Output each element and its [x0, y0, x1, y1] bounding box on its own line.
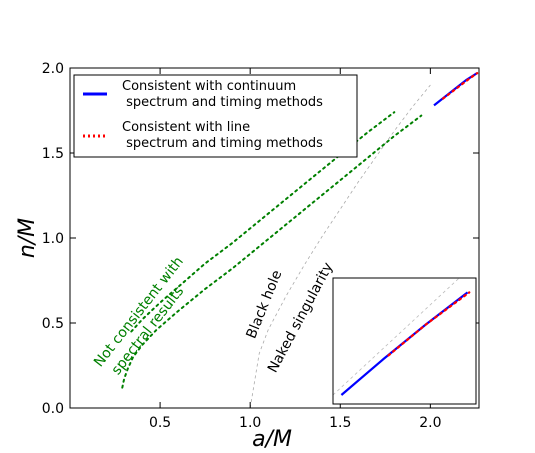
series-line-1 [441, 71, 479, 100]
x-tick-label: 1.5 [329, 415, 351, 431]
x-tick-label: 1.0 [239, 415, 261, 431]
inset-reference-line [332, 277, 460, 396]
curve-black-hole-boundary [249, 84, 431, 409]
legend-box [73, 74, 358, 158]
y-tick-label: 0.0 [42, 401, 64, 417]
x-ticks: 0.5 1.0 1.5 2.0 [149, 68, 441, 431]
y-tick-label: 2.0 [42, 61, 64, 77]
x-tick-label: 2.0 [419, 415, 441, 431]
inset-frame [332, 277, 477, 405]
y-tick-label: 1.5 [42, 146, 64, 162]
y-tick-label: 1.0 [42, 231, 64, 247]
curve-not-consistent-upper [130, 111, 396, 333]
series-line-0 [433, 72, 478, 107]
legend-label-line: Consistent with line spectrum and timing… [122, 120, 323, 151]
legend: Consistent with continuum spectrum and t… [73, 74, 358, 158]
curves-layer [121, 71, 479, 409]
x-tick-label: 0.5 [149, 415, 171, 431]
curve-not-consistent-lower [121, 114, 423, 389]
legend-label-continuum: Consistent with continuum spectrum and t… [122, 79, 323, 110]
y-ticks: 0.0 0.5 1.0 1.5 2.0 [42, 61, 479, 417]
inset-plot [332, 277, 477, 405]
y-axis-label: n/M [15, 218, 40, 258]
y-tick-label: 0.5 [42, 316, 64, 332]
x-axis-label: a/M [252, 427, 292, 452]
inset-curves [332, 277, 471, 396]
inset-series-1 [387, 291, 471, 357]
